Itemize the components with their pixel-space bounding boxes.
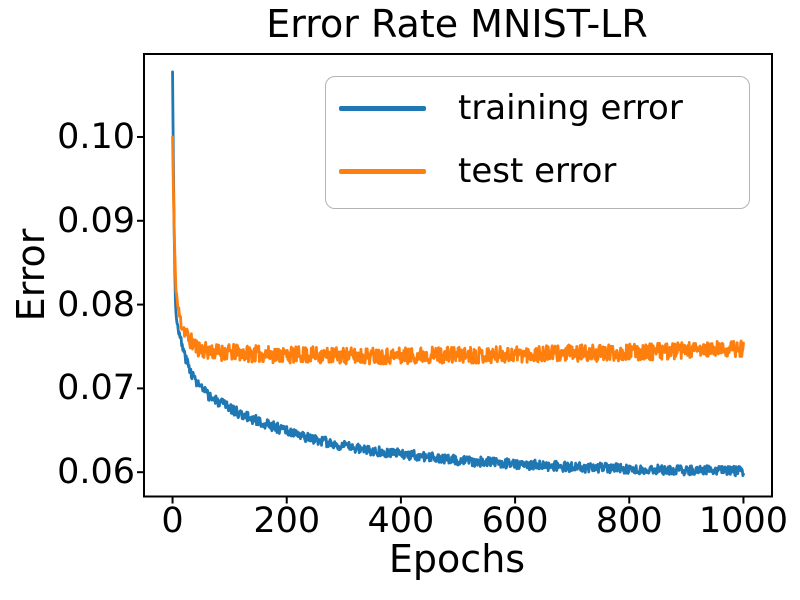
y-tick-label-0.07: 0.07: [57, 368, 135, 409]
legend-label-training-error: training error: [458, 88, 683, 128]
legend-label-test-error: test error: [458, 151, 617, 191]
x-tick-label-600: 600: [481, 501, 549, 541]
series-line-training-error: [171, 70, 745, 478]
x-tick-label-800: 800: [595, 501, 663, 541]
series-line-test-error: [171, 135, 745, 366]
y-tick-label-0.08: 0.08: [57, 284, 135, 325]
chart-title: Error Rate MNIST-LR: [266, 2, 648, 46]
x-tick-label-0: 0: [161, 501, 184, 541]
axes-spines: [143, 53, 773, 498]
y-tick-label-0.06: 0.06: [57, 452, 135, 493]
legend-entry-training-error: training error: [326, 85, 749, 131]
legend: training error test error: [325, 76, 750, 209]
test-error-line-sample: [339, 168, 426, 174]
training-error-line-sample: [339, 105, 426, 111]
x-axis-label: Epochs: [388, 537, 526, 581]
y-tick-label-0.10: 0.10: [57, 116, 135, 157]
x-tick-label-400: 400: [367, 501, 435, 541]
x-tick-label-200: 200: [253, 501, 321, 541]
y-tick-label-0.09: 0.09: [57, 200, 135, 241]
x-tick-label-1000: 1000: [698, 501, 788, 541]
legend-entry-test-error: test error: [326, 148, 749, 194]
